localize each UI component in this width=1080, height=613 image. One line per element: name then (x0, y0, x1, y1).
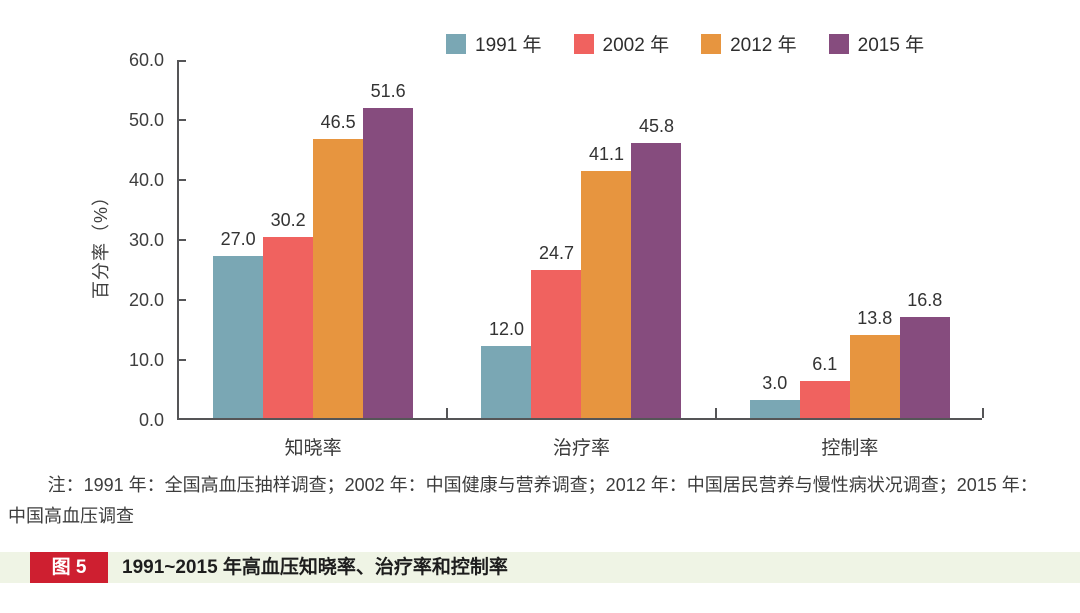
chart-legend: 1991 年 2002 年 2012 年 2015 年 (446, 30, 924, 57)
figure-caption-title: 1991~2015 年高血压知晓率、治疗率和控制率 (122, 557, 508, 578)
bar-2012年-知晓率 (313, 139, 364, 418)
bar-value-label: 51.6 (370, 81, 406, 102)
bar-2012年-控制率 (849, 335, 900, 418)
bar-group-知晓率: 27.0 30.2 46.5 51.6 知晓率 (179, 60, 447, 459)
bar-value-label: 45.8 (638, 116, 674, 137)
category-label-治疗率: 治疗率 (552, 438, 610, 459)
bar-group-治疗率: 12.0 24.7 41.1 45.8 治疗率 (447, 60, 715, 459)
legend-label: 2012 年 (730, 35, 797, 56)
x-tick-mark (982, 408, 984, 418)
x-tick-mark (715, 408, 717, 418)
bar-1991年-治疗率 (481, 346, 532, 418)
bar-2002年-控制率 (799, 381, 850, 418)
legend-label: 1991 年 (475, 35, 542, 56)
legend-swatch-icon (828, 33, 849, 54)
x-tick-mark (446, 408, 448, 418)
y-tick-mark (179, 179, 186, 181)
y-tick-label: 10.0 (128, 350, 164, 370)
legend-item-2015年: 2015 年 (828, 30, 925, 57)
y-tick-mark (179, 239, 186, 241)
bar-1991年-知晓率 (213, 256, 264, 418)
legend-item-2002年: 2002 年 (573, 30, 670, 57)
bar-value-label: 27.0 (220, 229, 256, 249)
bar-2015年-知晓率 (363, 108, 414, 418)
legend-item-1991年: 1991 年 (446, 30, 542, 57)
bar-1991年-控制率 (749, 400, 800, 418)
bar-2002年-知晓率 (263, 236, 314, 418)
legend-swatch-icon (573, 33, 594, 54)
y-tick-label: 50.0 (128, 110, 164, 130)
category-label-知晓率: 知晓率 (284, 438, 342, 459)
bar-value-label: 46.5 (320, 112, 356, 132)
y-tick-label: 40.0 (128, 170, 164, 190)
figure-note: 注：1991 年：全国高血压抽样调查；2002 年：中国健康与营养调查；2012… (8, 475, 1038, 526)
y-tick-label: 20.0 (128, 290, 164, 310)
plot-area: 27.0 30.2 46.5 51.6 知晓率 12.0 24.7 41.1 45.8 治疗率 3.… (177, 60, 984, 459)
category-label-控制率: 控制率 (821, 438, 879, 459)
legend-item-2012年: 2012 年 (701, 30, 797, 57)
bar-value-label: 41.1 (588, 144, 624, 165)
bar-2015年-治疗率 (631, 143, 682, 418)
bar-value-label: 16.8 (907, 290, 943, 311)
figure-number-badge: 图 5 (30, 552, 108, 583)
y-tick-label: 30.0 (128, 230, 164, 250)
bar-value-label: 30.2 (270, 209, 306, 230)
bar-2015年-控制率 (899, 317, 950, 418)
y-tick-label: 0.0 (138, 410, 164, 430)
bar-2012年-治疗率 (581, 171, 632, 418)
bar-value-label: 6.1 (812, 354, 838, 375)
figure-caption-strip: 图 5 1991~2015 年高血压知晓率、治疗率和控制率 (0, 552, 1080, 583)
y-tick-mark (179, 299, 186, 301)
legend-swatch-icon (701, 33, 722, 54)
y-tick-mark (179, 119, 186, 121)
legend-label: 2015 年 (857, 35, 925, 56)
y-tick-mark (179, 60, 186, 62)
y-tick-mark (179, 359, 186, 361)
bar-value-label: 13.8 (857, 308, 893, 329)
bar-value-label: 24.7 (538, 242, 574, 263)
legend-label: 2002 年 (602, 35, 670, 56)
y-tick-label: 60.0 (128, 50, 164, 70)
bar-2002年-治疗率 (531, 269, 582, 418)
legend-swatch-icon (446, 33, 466, 54)
bar-value-label: 3.0 (762, 373, 788, 393)
bar-group-控制率: 3.0 6.1 13.8 16.8 控制率 (716, 60, 984, 459)
bar-value-label: 12.0 (488, 319, 524, 339)
